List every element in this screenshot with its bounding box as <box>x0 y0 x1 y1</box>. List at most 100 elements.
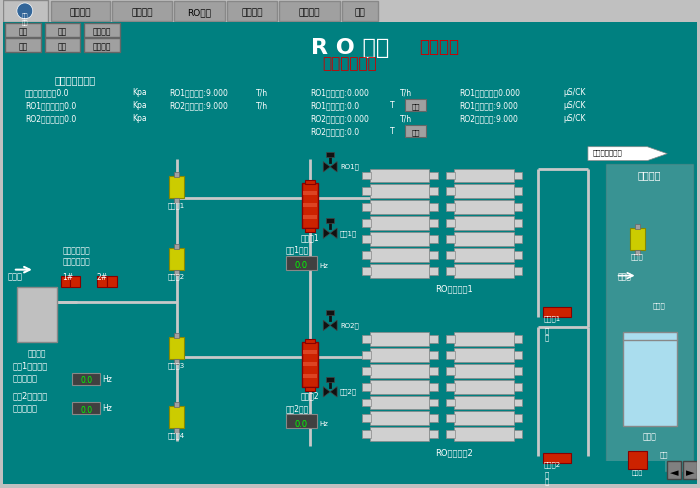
Bar <box>362 266 371 275</box>
Text: 湿床系统: 湿床系统 <box>241 8 262 18</box>
Bar <box>454 264 514 278</box>
Text: 故障消音: 故障消音 <box>93 42 111 51</box>
Bar <box>303 215 317 219</box>
Text: 加药口: 加药口 <box>652 303 665 309</box>
Bar <box>429 171 438 180</box>
Bar <box>446 430 455 438</box>
Polygon shape <box>330 386 337 397</box>
Bar <box>446 219 455 227</box>
Text: 砂滤系统: 砂滤系统 <box>131 8 153 18</box>
Text: 砂存: 砂存 <box>659 451 668 458</box>
Text: 系统总览: 系统总览 <box>69 8 91 18</box>
Bar <box>169 407 184 428</box>
Bar <box>429 187 438 195</box>
Bar <box>454 364 514 378</box>
Text: Kpa: Kpa <box>132 101 146 110</box>
Bar <box>429 251 438 259</box>
Bar <box>72 373 100 385</box>
Text: RO系统: RO系统 <box>188 8 211 18</box>
Text: 变频2手动运行: 变频2手动运行 <box>13 391 48 401</box>
Text: Kpa: Kpa <box>132 114 146 123</box>
Bar <box>514 235 522 243</box>
Bar <box>629 228 645 250</box>
Bar <box>454 396 514 409</box>
Bar <box>370 411 429 426</box>
Polygon shape <box>323 386 330 397</box>
Bar <box>362 367 371 375</box>
Text: 1#: 1# <box>62 273 73 282</box>
Text: μS/CK: μS/CK <box>563 88 586 97</box>
Text: 变频2频率: 变频2频率 <box>286 405 309 413</box>
Bar <box>454 200 514 214</box>
Bar <box>454 411 514 426</box>
Text: 贮液罐: 贮液罐 <box>643 432 657 441</box>
Text: T/h: T/h <box>256 101 268 110</box>
Text: RO2阀: RO2阀 <box>340 322 359 329</box>
Bar <box>50 1 110 21</box>
Text: ►: ► <box>686 468 694 478</box>
Text: T/h: T/h <box>400 114 412 123</box>
Text: Hz: Hz <box>319 263 328 269</box>
Bar <box>5 23 41 37</box>
Bar <box>305 386 315 390</box>
Bar <box>17 287 57 342</box>
Text: 自动: 自动 <box>18 27 27 36</box>
Polygon shape <box>323 228 330 239</box>
Bar <box>405 99 426 111</box>
Bar <box>169 177 184 198</box>
Bar <box>303 203 317 207</box>
Text: 阻垢加药单元: 阻垢加药单元 <box>62 258 90 267</box>
Text: T/h: T/h <box>400 88 412 97</box>
Text: （急停）: （急停） <box>419 38 459 56</box>
Bar <box>303 374 317 378</box>
Bar <box>227 1 276 21</box>
Text: T: T <box>390 101 394 110</box>
Bar <box>370 184 429 198</box>
Text: 过滤器: 过滤器 <box>631 254 644 261</box>
Text: 过滤器2: 过滤器2 <box>168 274 185 280</box>
Bar <box>370 264 429 278</box>
Bar <box>429 414 438 422</box>
Bar <box>622 337 677 427</box>
Text: 压缩空气压力低: 压缩空气压力低 <box>55 75 96 85</box>
Text: 输液泵: 输液泵 <box>632 471 643 476</box>
Text: R O 系统: R O 系统 <box>311 38 389 58</box>
Text: Kpa: Kpa <box>132 88 146 97</box>
Bar <box>326 218 334 223</box>
Text: 复零: 复零 <box>411 104 420 110</box>
Text: 0.0: 0.0 <box>295 420 308 429</box>
Bar <box>174 172 179 178</box>
Polygon shape <box>330 162 337 172</box>
Text: ◄: ◄ <box>670 468 678 478</box>
Bar <box>543 453 571 463</box>
Bar <box>370 396 429 409</box>
Bar <box>514 203 522 211</box>
Text: 变频1手动运行: 变频1手动运行 <box>13 362 48 371</box>
Bar <box>45 38 80 52</box>
Bar <box>326 377 334 382</box>
Text: T: T <box>390 127 394 136</box>
Bar <box>174 1 225 21</box>
Bar <box>454 216 514 230</box>
Text: RO2出水累计:0.0: RO2出水累计:0.0 <box>310 127 360 136</box>
Bar <box>514 351 522 359</box>
Text: Hz: Hz <box>319 421 328 427</box>
Bar <box>446 335 455 343</box>
Bar <box>169 337 184 359</box>
Text: 复零: 复零 <box>411 129 420 136</box>
Text: 过滤器1: 过滤器1 <box>168 202 185 209</box>
Text: RO1来水流量:9.000: RO1来水流量:9.000 <box>169 88 228 97</box>
Text: 废
水: 废 水 <box>544 471 548 485</box>
Text: RO1出水电导:9.000: RO1出水电导:9.000 <box>459 101 518 110</box>
Bar <box>3 461 665 484</box>
Circle shape <box>17 3 33 19</box>
Bar <box>446 367 455 375</box>
Bar <box>84 23 120 37</box>
Bar <box>45 23 80 37</box>
Bar <box>305 181 315 184</box>
Bar <box>286 414 317 428</box>
Bar <box>174 333 179 338</box>
Text: RO1进水电导：0.000: RO1进水电导：0.000 <box>459 88 520 97</box>
Text: 化工
仪表: 化工 仪表 <box>22 14 28 26</box>
Bar <box>370 332 429 346</box>
